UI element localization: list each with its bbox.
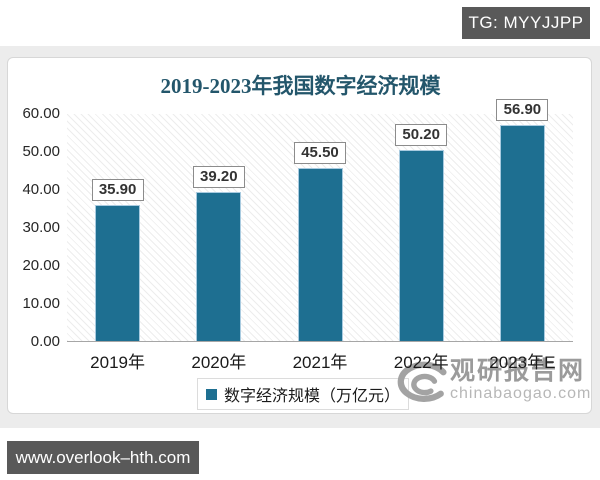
bar-value-label: 45.50 xyxy=(294,142,346,165)
legend-label: 数字经济规模（万亿元） xyxy=(223,388,400,405)
y-axis-tick-label: 60.00 xyxy=(22,105,60,122)
url-badge: www.overlook–hth.com xyxy=(7,441,199,474)
y-axis-tick-label: 20.00 xyxy=(22,257,60,274)
x-axis-label: 2021年 xyxy=(292,353,348,372)
legend-marker-icon xyxy=(205,388,217,400)
legend: 数字经济规模（万亿元） xyxy=(197,378,409,410)
bar-value-label: 35.90 xyxy=(91,178,144,201)
bar-2021年 xyxy=(297,168,343,341)
bar-2020年 xyxy=(196,192,242,341)
chart-card: 2019-2023年我国数字经济规模 数字经济规模（万亿元） 观研报告网 chi… xyxy=(7,57,592,414)
tg-badge: TG: MYYJJPP xyxy=(462,7,590,39)
y-axis-tick-label: 30.00 xyxy=(22,219,60,236)
x-axis-label: 2023年E xyxy=(489,353,556,372)
bar-2019年 xyxy=(95,205,141,341)
bar-2023年E xyxy=(499,125,545,341)
x-axis-label: 2019年 xyxy=(90,353,145,372)
watermark-domain: chinabaogao.com xyxy=(450,385,592,402)
y-axis-tick-label: 0.00 xyxy=(30,333,60,350)
x-axis-label: 2022年 xyxy=(393,353,449,372)
bar-value-label: 56.90 xyxy=(496,98,549,121)
bar-2022年 xyxy=(398,150,444,341)
bar-value-label: 50.20 xyxy=(395,124,448,147)
y-axis-tick-label: 50.00 xyxy=(22,143,60,160)
y-axis-tick-label: 10.00 xyxy=(22,295,60,312)
y-axis-tick-label: 40.00 xyxy=(22,181,60,198)
x-axis-label: 2020年 xyxy=(191,353,247,372)
bar-value-label: 39.20 xyxy=(192,166,245,189)
chart-title: 2019-2023年我国数字经济规模 xyxy=(160,74,441,98)
